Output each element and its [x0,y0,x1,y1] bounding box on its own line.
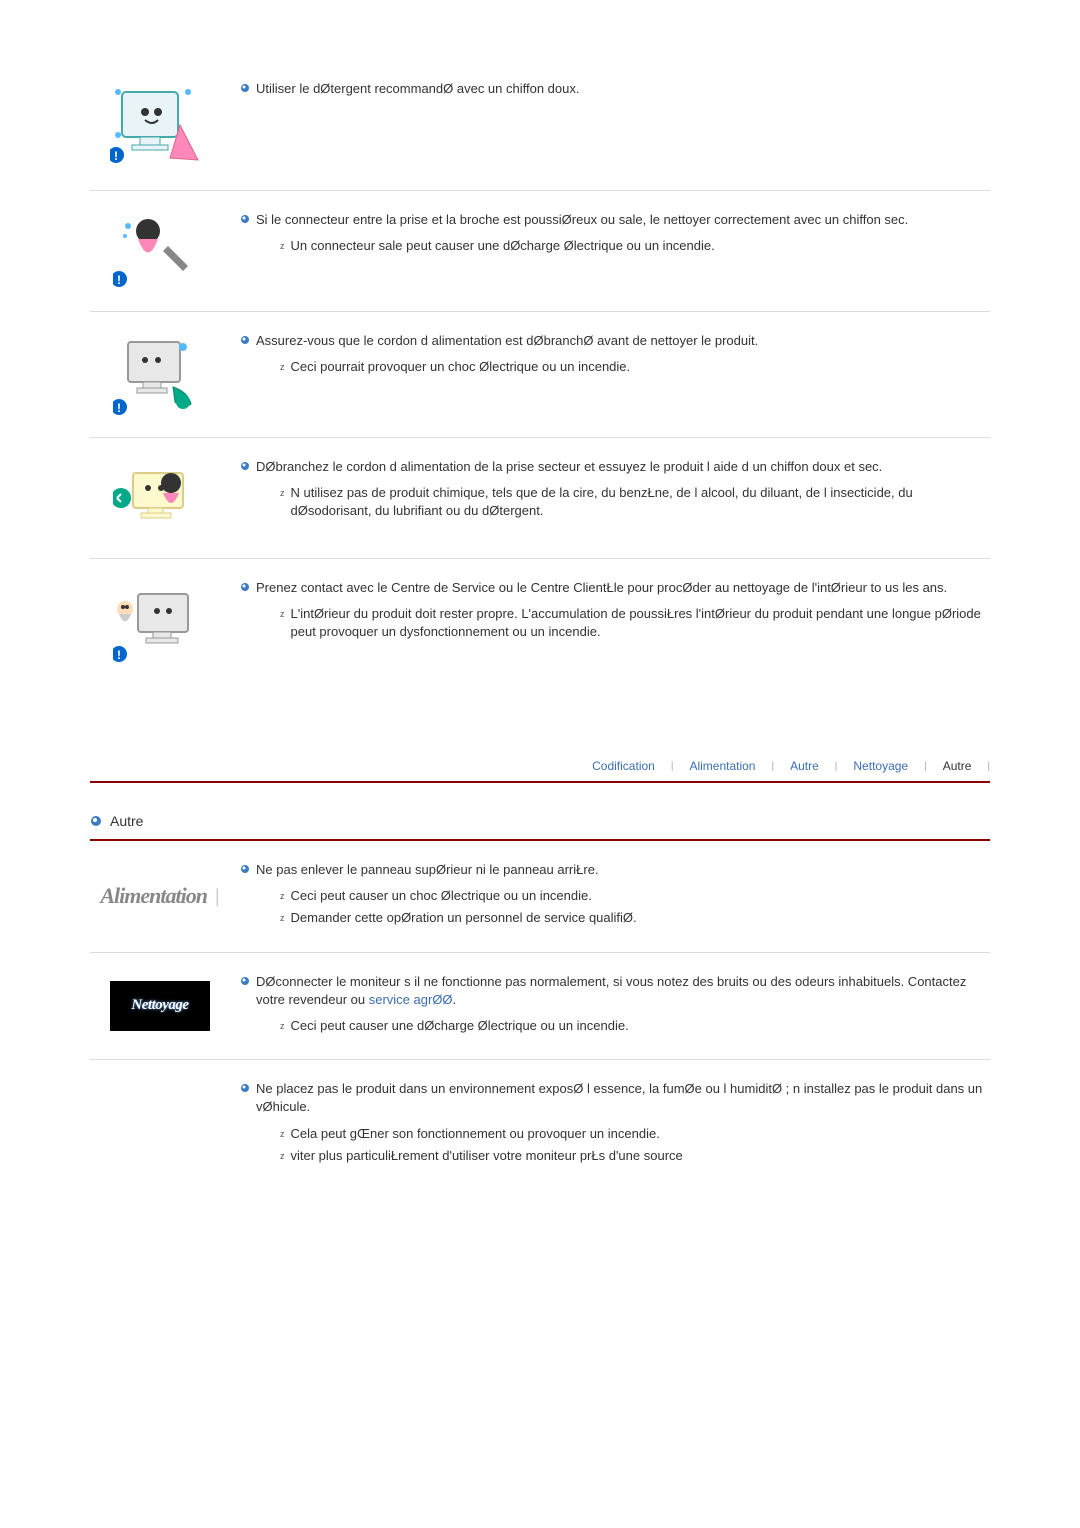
safety-section: Nettoyage DØconnecter le moniteur s il n… [90,953,990,1061]
page: ! Utiliser le dØtergent recommandØ avec … [0,0,1080,1249]
section-content: Assurez-vous que le cordon d alimentatio… [240,332,990,417]
svg-text:!: ! [117,401,121,415]
safety-section: Alimentation | Ne pas enlever le panneau… [90,841,990,953]
sub-bullet: z [280,891,285,901]
section-main-text: Utiliser le dØtergent recommandØ avec un… [256,80,579,98]
section-bullet-icon [90,815,102,827]
svg-text:!: ! [114,149,118,163]
section-icon: ! [90,332,240,417]
nav-link-autre[interactable]: Autre [790,759,819,773]
sub-bullet: z [280,1151,285,1161]
safety-section: ! Si le connecteur entre la prise et la … [90,191,990,312]
nav-bar: Codification | Alimentation | Autre | Ne… [90,744,990,783]
nettoyage-banner: Nettoyage [110,981,210,1031]
main-pre: DØconnecter le moniteur s il ne fonction… [256,974,966,1007]
nav-current: Autre [943,759,972,773]
bullet-icon [240,335,250,345]
service-link[interactable]: service agrØØ [369,992,453,1007]
section-main-text: Ne pas enlever le panneau supØrieur ni l… [256,861,599,879]
safety-section: ! Prenez contact avec le Centre de Servi… [90,559,990,684]
section-title-row: Autre [90,803,990,841]
section-icon [90,458,240,538]
section-main-text: Assurez-vous que le cordon d alimentatio… [256,332,758,350]
sub-bullet: z [280,488,285,498]
sub-text: Ceci pourrait provoquer un choc Ølectriq… [291,358,631,376]
bullet-icon [240,83,250,93]
sub-text: Ceci peut causer un choc Ølectrique ou u… [291,887,592,905]
nav-separator: | [671,761,674,772]
safety-section: ! Assurez-vous que le cordon d alimentat… [90,312,990,438]
sub-bullet: z [280,609,285,619]
sub-text: Demander cette opØration un personnel de… [291,909,637,927]
nav-link-codification[interactable]: Codification [592,759,655,773]
sub-text: Ceci peut causer une dØcharge Ølectrique… [291,1017,629,1035]
section-content: DØbranchez le cordon d alimentation de l… [240,458,990,538]
sub-text: viter plus particuliŁrement d'utiliser v… [291,1147,683,1165]
sub-bullet: z [280,241,285,251]
section-icon: Nettoyage [90,973,240,1040]
section-content: Prenez contact avec le Centre de Service… [240,579,990,664]
sub-bullet: z [280,913,285,923]
section-main-text: DØconnecter le moniteur s il ne fonction… [256,973,990,1009]
section-icon: Alimentation | [90,861,240,932]
section-title: Autre [110,813,143,829]
safety-section: ! Utiliser le dØtergent recommandØ avec … [90,60,990,191]
nav-separator: | [835,761,838,772]
section-content: DØconnecter le moniteur s il ne fonction… [240,973,990,1040]
section-main-text: DØbranchez le cordon d alimentation de l… [256,458,882,476]
sub-bullet: z [280,1129,285,1139]
bullet-icon [240,976,250,986]
section-content: Ne pas enlever le panneau supØrieur ni l… [240,861,990,932]
bullet-icon [240,582,250,592]
section-content: Si le connecteur entre la prise et la br… [240,211,990,291]
sub-text: Un connecteur sale peut causer une dØcha… [291,237,715,255]
nav-link-alimentation[interactable]: Alimentation [689,759,755,773]
svg-text:!: ! [117,648,121,662]
bullet-icon [240,214,250,224]
safety-section: Ne placez pas le produit dans un environ… [90,1060,990,1189]
section-icon [90,1080,240,1169]
section-content: Ne placez pas le produit dans un environ… [240,1080,990,1169]
safety-section: DØbranchez le cordon d alimentation de l… [90,438,990,559]
svg-text:!: ! [117,273,121,287]
main-post: . [453,992,457,1007]
sub-text: L'intØrieur du produit doit rester propr… [291,605,991,641]
section-icon: ! [90,579,240,664]
sub-text: N utilisez pas de produit chimique, tels… [291,484,991,520]
section-content: Utiliser le dØtergent recommandØ avec un… [240,80,990,170]
sub-text: Cela peut gŒner son fonctionnement ou pr… [291,1125,660,1143]
section-main-text: Ne placez pas le produit dans un environ… [256,1080,990,1116]
nav-separator: | [924,761,927,772]
section-icon: ! [90,80,240,170]
bullet-icon [240,1083,250,1093]
nav-link-nettoyage[interactable]: Nettoyage [853,759,908,773]
sub-bullet: z [280,362,285,372]
alimentation-label: Alimentation [100,883,207,909]
section-icon: ! [90,211,240,291]
nav-separator: | [771,761,774,772]
sub-bullet: z [280,1021,285,1031]
bullet-icon [240,461,250,471]
nav-separator: | [987,761,990,772]
bullet-icon [240,864,250,874]
section-main-text: Prenez contact avec le Centre de Service… [256,579,947,597]
section-main-text: Si le connecteur entre la prise et la br… [256,211,908,229]
